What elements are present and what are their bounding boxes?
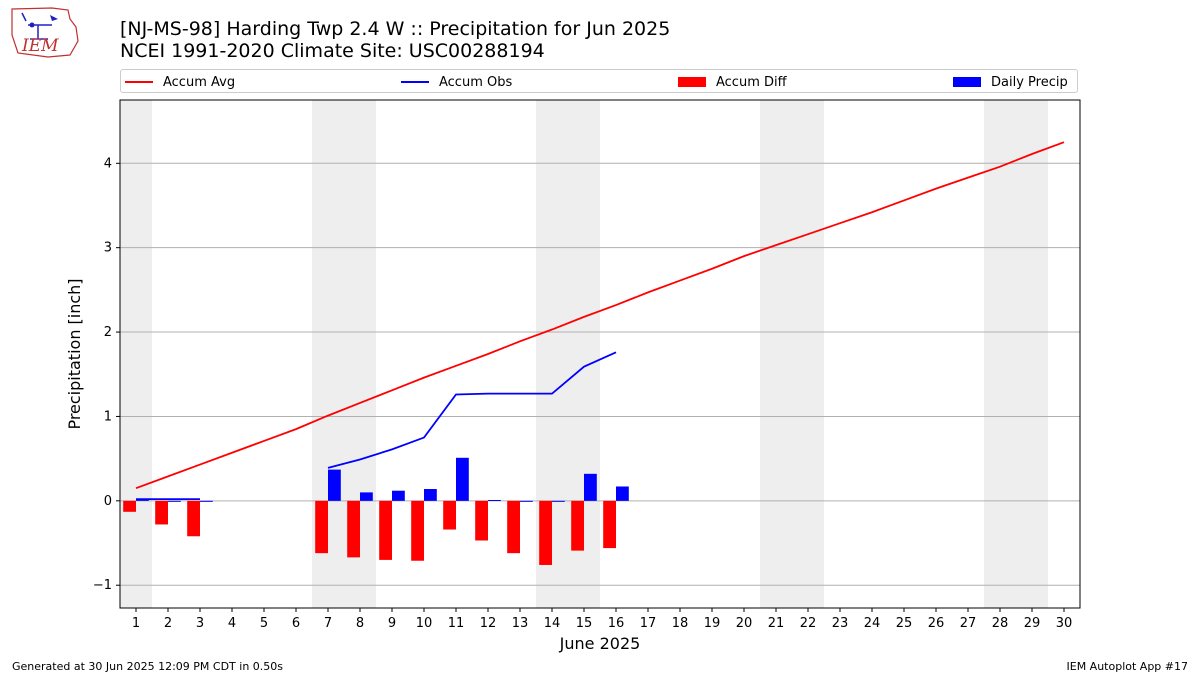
precip-bar xyxy=(360,492,373,501)
diff-bar xyxy=(379,500,392,560)
legend-swatch xyxy=(401,81,429,83)
x-tick-label: 15 xyxy=(576,616,593,631)
x-tick-label: 1 xyxy=(132,616,140,631)
precip-bar xyxy=(328,469,341,501)
diff-bar xyxy=(123,500,136,512)
legend-label: Accum Diff xyxy=(716,74,787,90)
diff-bar xyxy=(347,500,360,558)
x-tick-label: 7 xyxy=(324,616,332,631)
precip-bar xyxy=(584,473,597,501)
precip-bar xyxy=(424,489,437,501)
legend-item-accum-diff: Accum Diff xyxy=(678,73,787,91)
x-tick-label: 19 xyxy=(704,616,721,631)
x-tick-label: 24 xyxy=(864,616,881,631)
x-tick-label: 26 xyxy=(928,616,945,631)
iem-logo: IEM xyxy=(11,7,79,58)
x-tick-label: 30 xyxy=(1056,616,1073,631)
x-tick-label: 25 xyxy=(896,616,913,631)
footer-app: IEM Autoplot App #17 xyxy=(1066,660,1189,673)
x-tick-label: 22 xyxy=(800,616,817,631)
y-tick-label: 0 xyxy=(104,494,112,509)
diff-bar xyxy=(187,500,200,537)
diff-bar xyxy=(507,500,520,554)
x-tick-label: 14 xyxy=(544,616,561,631)
x-tick-label: 21 xyxy=(768,616,785,631)
x-axis-label: June 2025 xyxy=(559,634,641,653)
x-tick-label: 10 xyxy=(416,616,433,631)
diff-bar xyxy=(475,500,488,541)
y-tick-label: −1 xyxy=(93,578,112,593)
x-tick-label: 11 xyxy=(448,616,465,631)
legend-swatch xyxy=(125,81,153,83)
diff-bar xyxy=(603,500,616,549)
legend-item-accum-obs: Accum Obs xyxy=(401,73,512,91)
precip-bar xyxy=(168,500,181,502)
x-tick-label: 5 xyxy=(260,616,268,631)
y-tick-label: 4 xyxy=(104,156,112,171)
legend-label: Daily Precip xyxy=(991,74,1068,90)
x-tick-label: 27 xyxy=(960,616,977,631)
x-tick-label: 20 xyxy=(736,616,753,631)
y-axis-label: Precipitation [inch] xyxy=(65,278,84,429)
plot-frame xyxy=(119,99,1081,609)
diff-bar xyxy=(411,500,424,561)
legend-swatch xyxy=(678,77,706,87)
legend-item-accum-avg: Accum Avg xyxy=(125,73,235,91)
precip-bar xyxy=(616,486,629,501)
x-tick-label: 28 xyxy=(992,616,1009,631)
y-tick-label: 2 xyxy=(104,325,112,340)
precip-bar xyxy=(392,490,405,501)
x-tick-label: 16 xyxy=(608,616,625,631)
x-tick-label: 29 xyxy=(1024,616,1041,631)
y-tick-label: 1 xyxy=(104,409,112,424)
accum-avg-line xyxy=(135,141,1065,490)
y-tick-label: 3 xyxy=(104,241,112,256)
x-tick-label: 4 xyxy=(228,616,236,631)
chart-legend: Accum Avg Accum Obs Accum Diff Daily Pre… xyxy=(120,69,1078,93)
weekend-shade xyxy=(984,100,1048,608)
weekend-shade xyxy=(760,100,824,608)
x-tick-label: 17 xyxy=(640,616,657,631)
x-tick-label: 23 xyxy=(832,616,849,631)
precip-bar xyxy=(552,500,565,502)
precip-bar xyxy=(488,499,501,501)
x-tick-label: 3 xyxy=(196,616,204,631)
logo-text: IEM xyxy=(21,36,59,56)
legend-label: Accum Obs xyxy=(439,74,513,90)
x-tick-label: 12 xyxy=(480,616,497,631)
x-tick-label: 9 xyxy=(388,616,396,631)
precip-bar xyxy=(456,457,469,501)
legend-swatch xyxy=(953,77,981,87)
precip-bar xyxy=(200,500,213,502)
precip-bar xyxy=(520,500,533,502)
diff-bar xyxy=(571,500,584,551)
diff-bar xyxy=(315,500,328,554)
x-tick-label: 2 xyxy=(164,616,172,631)
footer-generated: Generated at 30 Jun 2025 12:09 PM CDT in… xyxy=(12,660,284,673)
x-tick-label: 8 xyxy=(356,616,364,631)
legend-item-daily-precip: Daily Precip xyxy=(953,73,1068,91)
weekend-shade xyxy=(120,100,152,608)
diff-bar xyxy=(539,500,552,565)
diff-bar xyxy=(443,500,456,530)
x-tick-label: 18 xyxy=(672,616,689,631)
x-tick-label: 6 xyxy=(292,616,300,631)
diff-bar xyxy=(155,500,168,525)
x-tick-label: 13 xyxy=(512,616,529,631)
chart-title: [NJ-MS-98] Harding Twp 2.4 W :: Precipit… xyxy=(120,18,671,40)
accum-obs-line xyxy=(327,351,617,469)
legend-label: Accum Avg xyxy=(163,74,236,90)
chart-subtitle: NCEI 1991-2020 Climate Site: USC00288194 xyxy=(120,40,545,62)
